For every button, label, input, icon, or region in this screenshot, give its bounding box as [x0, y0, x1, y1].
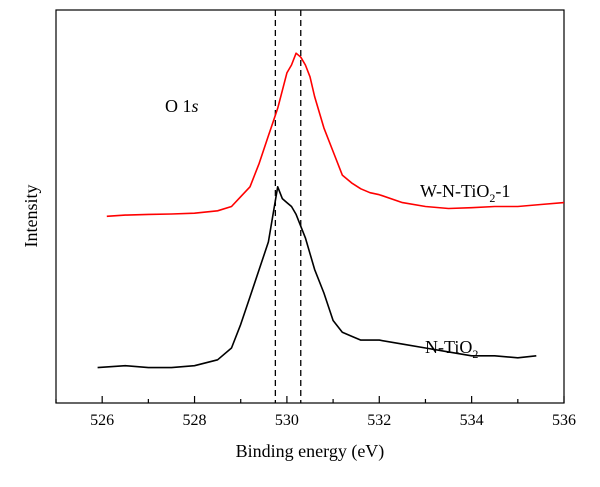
series-line-red — [106, 52, 565, 218]
x-tick-label: 526 — [90, 412, 114, 429]
annotation-w-n-tio2-1: W-N-TiO2-1 — [420, 181, 510, 205]
x-tick-label: 532 — [367, 412, 391, 429]
series-group — [97, 52, 565, 369]
y-axis-title: Intensity — [21, 185, 41, 248]
series-line-black — [97, 186, 537, 369]
reference-lines — [274, 10, 302, 403]
plot-frame — [55, 9, 565, 404]
x-axis-ticks: 526 528 530 532 534 536 — [55, 396, 576, 429]
annotation-o1s: O 1s — [165, 96, 199, 116]
x-tick-label: 530 — [275, 412, 299, 429]
x-tick-label: 536 — [552, 412, 576, 429]
x-axis-title: Binding energy (eV) — [236, 441, 385, 462]
annotation-n-tio2: N-TiO2 — [425, 337, 478, 361]
x-tick-label: 534 — [460, 412, 484, 429]
x-tick-label: 528 — [183, 412, 207, 429]
